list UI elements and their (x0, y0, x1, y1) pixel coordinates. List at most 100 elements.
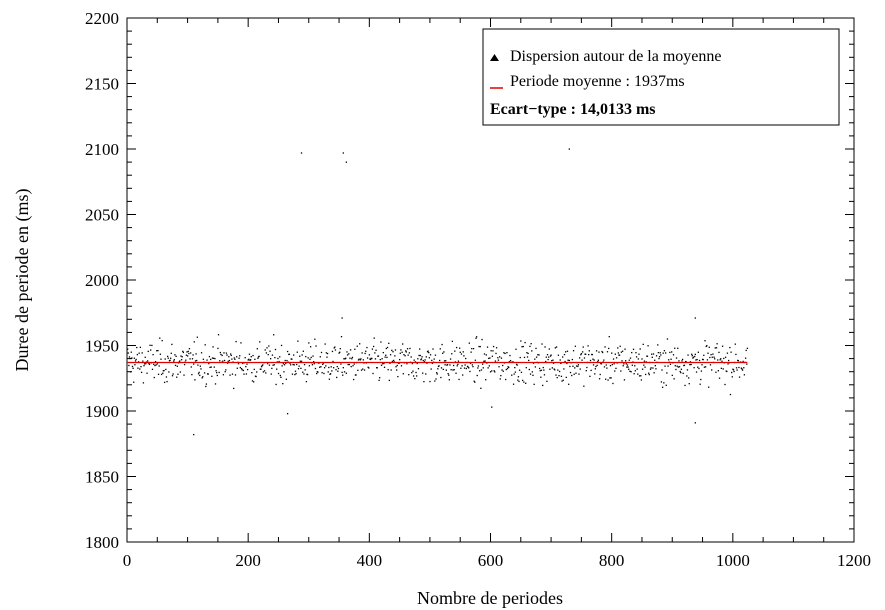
scatter-point (410, 356, 412, 358)
scatter-point (271, 354, 274, 356)
scatter-point-outlier (694, 317, 696, 319)
scatter-point (633, 373, 635, 375)
scatter-point (472, 347, 475, 350)
scatter-point (457, 360, 460, 362)
scatter-point (357, 359, 360, 361)
scatter-point (635, 352, 637, 354)
scatter-point (625, 363, 627, 365)
scatter-point (518, 380, 520, 383)
scatter-point (436, 373, 438, 375)
scatter-point (697, 366, 699, 368)
scatter-point (589, 359, 592, 362)
scatter-point (364, 352, 366, 355)
scatter-point (426, 362, 428, 364)
scatter-point (702, 358, 704, 361)
scatter-point (245, 365, 247, 368)
scatter-point (440, 367, 443, 369)
scatter-point (282, 383, 284, 385)
scatter-point (523, 356, 526, 359)
scatter-point (500, 374, 502, 377)
scatter-point (603, 366, 606, 368)
scatter-point (226, 354, 228, 356)
scatter-point (174, 364, 177, 367)
scatter-point (680, 371, 682, 374)
scatter-point (590, 369, 592, 372)
scatter-point (451, 340, 454, 343)
scatter-point (320, 366, 322, 368)
scatter-point (691, 353, 693, 355)
scatter-point (320, 351, 323, 354)
scatter-point (453, 369, 455, 371)
scatter-point (145, 363, 147, 365)
scatter-point (385, 347, 387, 350)
scatter-point (485, 379, 487, 381)
scatter-point (663, 382, 665, 384)
scatter-point (551, 360, 553, 362)
scatter-point (230, 353, 232, 355)
scatter-point (673, 378, 675, 380)
scatter-point (701, 364, 703, 366)
scatter-point (199, 365, 202, 367)
scatter-point (180, 355, 182, 357)
scatter-point (435, 372, 438, 374)
scatter-point (210, 366, 212, 368)
scatter-point (157, 373, 160, 375)
scatter-point (507, 366, 509, 368)
scatter-point (654, 359, 656, 361)
scatter-point (213, 357, 215, 359)
scatter-point (408, 374, 410, 376)
scatter-point (267, 353, 269, 356)
scatter-point (369, 358, 372, 361)
scatter-point (142, 382, 145, 384)
scatter-point (508, 361, 510, 363)
scatter-point (628, 359, 630, 361)
scatter-point (343, 371, 346, 373)
scatter-point (223, 352, 225, 354)
scatter-point (475, 337, 477, 339)
scatter-point (299, 355, 301, 357)
scatter-point (230, 354, 232, 357)
scatter-point (651, 353, 653, 355)
scatter-point (466, 365, 469, 368)
scatter-point (603, 359, 605, 361)
scatter-point (388, 342, 390, 344)
scatter-point (196, 359, 198, 362)
scatter-point (477, 365, 480, 367)
scatter-point (565, 351, 567, 353)
scatter-point (718, 351, 720, 354)
scatter-point (207, 373, 209, 375)
scatter-point (427, 350, 429, 352)
scatter-point (402, 343, 404, 345)
scatter-point (459, 351, 461, 353)
scatter-point (485, 354, 487, 356)
scatter-point (525, 382, 527, 384)
scatter-point (574, 367, 576, 369)
scatter-point (428, 352, 430, 354)
scatter-point (434, 380, 436, 382)
scatter-point (444, 364, 446, 366)
scatter-point (308, 342, 310, 344)
scatter-point (503, 352, 505, 354)
scatter-point (613, 363, 615, 365)
scatter-point (279, 374, 281, 377)
scatter-point (368, 367, 370, 369)
scatter-point (391, 360, 394, 363)
scatter-point (560, 375, 563, 378)
scatter-point (671, 351, 673, 353)
scatter-point (331, 350, 334, 353)
scatter-point (448, 374, 450, 376)
scatter-point (295, 372, 297, 375)
scatter-point (664, 352, 667, 354)
scatter-point (216, 371, 218, 374)
scatter-point (351, 356, 354, 359)
scatter-point (577, 365, 579, 368)
scatter-point (228, 359, 231, 362)
scatter-point (265, 352, 268, 354)
scatter-point (186, 351, 188, 353)
scatter-point (380, 364, 383, 366)
scatter-point (630, 371, 632, 373)
scatter-point (679, 370, 681, 373)
scatter-point (271, 367, 273, 370)
scatter-point (715, 347, 718, 349)
scatter-point (688, 383, 690, 385)
